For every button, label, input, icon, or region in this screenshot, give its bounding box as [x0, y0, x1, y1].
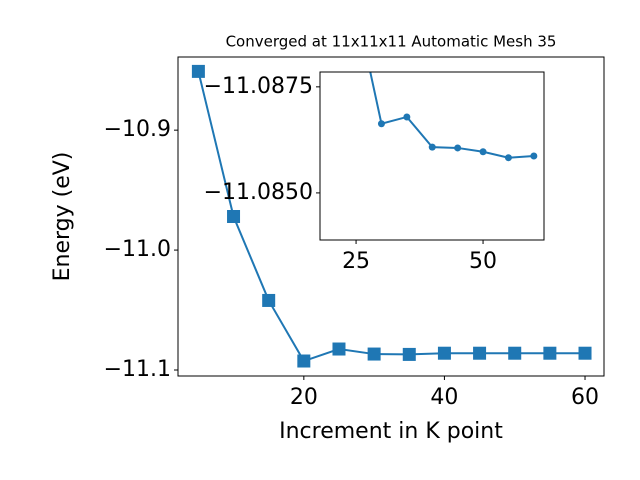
marker — [403, 113, 411, 121]
y-tick-label: −11.0850 — [204, 180, 313, 205]
y-axis-label: Energy (eV) — [50, 152, 75, 282]
series-line — [369, 72, 534, 159]
chart-title: Converged at 11x11x11 Automatic Mesh 35 — [226, 33, 557, 51]
marker — [479, 148, 487, 156]
axes-frame — [319, 71, 545, 241]
marker — [227, 210, 241, 223]
plot-area — [191, 64, 592, 368]
y-tick-label: −11.0 — [104, 237, 171, 262]
x-tick-label: 60 — [571, 385, 599, 410]
x-tick-label: 50 — [469, 249, 497, 274]
marker — [191, 64, 205, 78]
marker — [530, 152, 538, 160]
marker — [428, 143, 436, 151]
marker — [578, 346, 592, 360]
marker — [353, 3, 360, 10]
y-tick-label: −11.1 — [104, 357, 171, 382]
y-tick-label: −11.0875 — [204, 74, 313, 99]
x-axis-label: Increment in K point — [279, 419, 503, 444]
marker — [454, 144, 462, 152]
marker — [437, 346, 451, 360]
marker — [402, 347, 416, 361]
x-tick-label: 20 — [290, 385, 318, 410]
marker — [262, 293, 276, 307]
x-tick-label: 25 — [342, 249, 370, 274]
x-tick-label: 40 — [430, 385, 458, 410]
marker — [508, 346, 522, 360]
marker — [297, 354, 311, 368]
y-tick-label: −10.9 — [104, 117, 171, 142]
marker — [543, 346, 557, 360]
marker — [367, 347, 381, 361]
marker — [332, 342, 346, 356]
plot-area — [353, 3, 538, 162]
marker — [504, 154, 512, 162]
axes-frame — [177, 56, 605, 377]
marker — [377, 120, 385, 128]
marker — [473, 346, 487, 360]
